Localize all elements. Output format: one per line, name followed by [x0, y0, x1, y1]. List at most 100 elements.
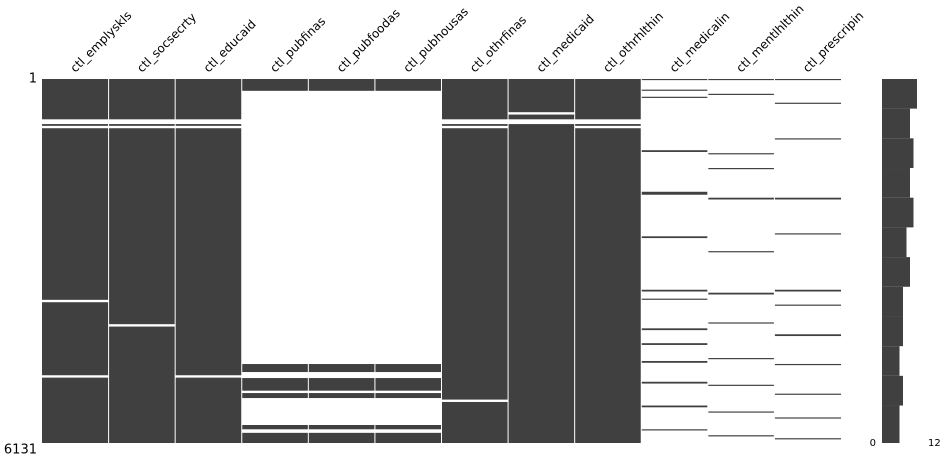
sparkline-band — [882, 197, 914, 228]
column-label: ctl_pubfinas — [267, 14, 328, 75]
present-band — [441, 128, 509, 400]
present-band — [641, 429, 708, 431]
present-band — [707, 384, 775, 386]
sparkline-band — [882, 286, 903, 317]
present-band — [374, 364, 442, 373]
present-band — [241, 378, 309, 391]
present-band — [42, 124, 109, 126]
present-band — [641, 343, 708, 345]
present-band — [308, 425, 375, 430]
sparkline-band — [882, 168, 910, 198]
present-band — [574, 128, 642, 443]
present-band — [641, 405, 708, 408]
present-band — [508, 79, 575, 113]
present-band — [441, 124, 509, 126]
present-band — [707, 197, 775, 200]
present-band — [641, 236, 708, 239]
present-band — [774, 102, 841, 104]
column-label: ctl_medicalin — [667, 9, 733, 75]
present-band — [641, 298, 708, 300]
present-band — [774, 79, 841, 81]
present-band — [441, 79, 509, 120]
present-band — [641, 191, 708, 195]
present-band — [175, 124, 242, 126]
present-band — [308, 393, 375, 399]
present-band — [707, 411, 775, 413]
present-band — [374, 79, 442, 91]
present-band — [774, 197, 841, 200]
present-band — [707, 153, 775, 155]
present-band — [175, 128, 242, 376]
sparkline-band — [882, 346, 900, 376]
present-band — [374, 393, 442, 399]
sparkline-band — [882, 79, 917, 109]
present-band — [308, 364, 375, 373]
present-band — [241, 425, 309, 430]
present-band — [42, 128, 109, 300]
present-band — [774, 304, 841, 306]
present-band — [508, 124, 575, 444]
present-band — [241, 393, 309, 399]
present-band — [374, 432, 442, 443]
present-band — [508, 114, 575, 120]
column-label: ctl_emplyskls — [68, 8, 135, 75]
present-band — [175, 377, 242, 443]
column-label: ctl_pubfoodas — [334, 6, 403, 75]
present-band — [774, 138, 841, 140]
present-band — [641, 150, 708, 152]
present-band — [707, 168, 775, 170]
present-band — [707, 93, 775, 95]
present-band — [175, 79, 242, 120]
present-band — [641, 96, 708, 98]
column-label: ctl_mentlhlthin — [733, 2, 806, 75]
y-tick-label: 6131 — [4, 443, 37, 458]
sparkline-band — [882, 138, 914, 169]
sparkline-band — [882, 316, 903, 347]
present-band — [42, 79, 109, 120]
present-band — [108, 79, 176, 120]
present-band — [241, 432, 309, 443]
sparkline-label: 12 — [928, 438, 941, 449]
present-band — [241, 79, 309, 91]
present-band — [641, 89, 708, 91]
present-band — [574, 79, 642, 120]
sparkline-band — [882, 227, 907, 258]
present-band — [241, 364, 309, 373]
present-band — [374, 378, 442, 391]
present-band — [441, 401, 509, 443]
present-band — [641, 328, 708, 331]
present-band — [774, 438, 841, 440]
present-band — [42, 302, 109, 376]
present-band — [774, 417, 841, 419]
present-band — [707, 435, 775, 437]
sparkline-band — [882, 108, 910, 139]
present-band — [707, 251, 775, 253]
present-band — [641, 381, 708, 384]
present-band — [108, 128, 176, 325]
present-band — [308, 378, 375, 391]
present-band — [707, 322, 775, 324]
column-label: ctl_pubhousas — [400, 4, 471, 75]
present-band — [42, 377, 109, 443]
sparkline-band — [882, 257, 910, 287]
present-band — [108, 326, 176, 443]
column-label: ctl_othrfinas — [467, 13, 529, 75]
present-band — [774, 233, 841, 235]
present-band — [641, 360, 708, 363]
sparkline-band — [882, 405, 900, 443]
column-label: ctl_prescripin — [800, 9, 866, 75]
column-label: ctl_socsecrty — [134, 10, 199, 75]
present-band — [108, 124, 176, 126]
present-band — [774, 334, 841, 337]
present-band — [641, 79, 708, 81]
present-band — [774, 363, 841, 366]
present-band — [707, 292, 775, 295]
present-band — [707, 358, 775, 360]
present-band — [308, 79, 375, 91]
column-label: ctl_educaid — [201, 17, 259, 75]
sparkline-label: 0 — [870, 438, 876, 449]
present-band — [774, 393, 841, 395]
present-band — [374, 425, 442, 430]
present-band — [641, 289, 708, 292]
